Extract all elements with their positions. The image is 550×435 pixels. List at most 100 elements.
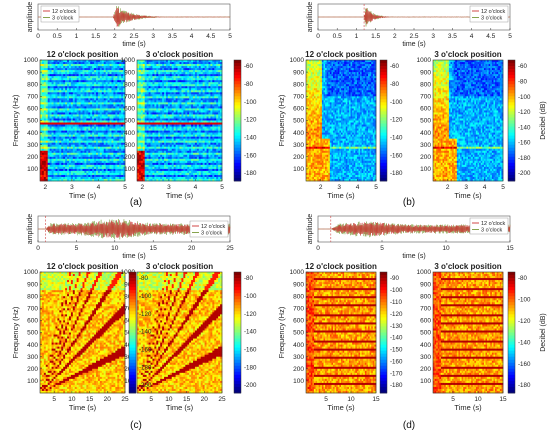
spectrogram-cell: [96, 92, 99, 95]
spectrogram-cell: [96, 96, 99, 99]
spectrogram-cell: [144, 66, 147, 69]
spectrogram-cell: [183, 126, 186, 129]
spectrogram-cell: [61, 174, 64, 178]
spectrogram-cell: [72, 86, 76, 89]
spectrogram-cell: [63, 76, 66, 79]
spectrogram-cell: [154, 108, 157, 111]
spectrogram-cell: [162, 122, 165, 125]
spectrogram-cell: [59, 92, 62, 95]
spectrogram-cell: [179, 146, 182, 150]
spectrogram-cell: [115, 108, 118, 111]
spectrogram-cell: [142, 102, 146, 105]
spectrogram-cell: [88, 122, 91, 125]
spectrogram-cell: [158, 136, 161, 139]
spectrogram-cell: [45, 136, 49, 139]
spectrogram-cell: [63, 168, 66, 172]
spectrogram-cell: [165, 102, 169, 105]
spectrogram-cell: [63, 108, 66, 111]
spectrogram-cell: [99, 104, 103, 107]
spectrogram-cell: [154, 130, 157, 133]
spectrogram-cell: [154, 156, 157, 160]
spectrogram-cell: [189, 60, 192, 63]
spectrogram-cell: [175, 140, 178, 143]
spectrogram-cell: [65, 134, 68, 137]
spectrogram-cell: [189, 72, 192, 75]
spectrogram-cell: [123, 134, 126, 137]
spectrogram-cell: [185, 98, 188, 101]
spectrogram-cell: [49, 82, 52, 85]
spectrogram-cell: [86, 164, 89, 168]
spectrogram-cell: [119, 152, 122, 156]
spectrogram-cell: [72, 66, 76, 69]
spectrogram-cell: [204, 168, 207, 172]
spectrogram-cell: [158, 74, 161, 77]
spectrogram-cell: [107, 108, 110, 111]
spectrogram-cell: [90, 170, 93, 174]
spectrogram-cell: [152, 128, 155, 131]
spectrogram-cell: [67, 68, 70, 71]
spectrogram-cell: [86, 62, 89, 65]
spectrogram-cell: [202, 94, 205, 97]
spectrogram-cell: [144, 168, 147, 172]
spectrogram-cell: [196, 164, 200, 168]
spectrogram-cell: [53, 86, 56, 89]
spectrogram-cell: [78, 108, 81, 111]
spectrogram-cell: [94, 96, 97, 99]
spectrogram-cell: [74, 102, 77, 105]
spectrogram-cell: [70, 66, 74, 69]
spectrogram-cell: [82, 116, 85, 119]
spectrogram-cell: [142, 144, 146, 148]
spectrogram-cell: [96, 128, 99, 131]
spectrogram-cell: [162, 86, 165, 89]
spectrogram-cell: [183, 84, 186, 87]
spectrogram-cell: [103, 68, 106, 71]
spectrogram-cell: [113, 172, 116, 176]
spectrogram-cell: [84, 70, 87, 73]
spectrogram-cell: [41, 114, 45, 117]
spectrogram-cell: [80, 122, 83, 125]
spectrogram-cell: [92, 128, 95, 131]
spectrogram-cell: [47, 164, 50, 168]
spectrogram-cell: [43, 150, 47, 154]
spectrogram-cell: [181, 168, 184, 172]
spectrogram-cell: [169, 136, 173, 139]
spectrogram-cell: [198, 146, 202, 150]
spectrogram-cell: [162, 118, 165, 121]
spectrogram-cell: [119, 140, 122, 143]
spectrogram-cell: [162, 160, 165, 164]
spectrogram-cell: [160, 92, 163, 95]
spectrogram-cell: [49, 62, 52, 65]
spectrogram-cell: [121, 118, 124, 121]
spectrogram-cell: [158, 174, 161, 178]
spectrogram-cell: [202, 132, 205, 135]
spectrogram-cell: [109, 80, 112, 83]
spectrogram-cell: [140, 128, 144, 131]
spectrogram-cell: [204, 92, 207, 95]
spectrogram-cell: [51, 138, 54, 141]
spectrogram-cell: [177, 76, 180, 79]
spectrogram-cell: [86, 70, 89, 73]
spectrogram-cell: [57, 162, 60, 166]
spectrogram-cell: [84, 176, 87, 180]
spectrogram-cell: [103, 90, 106, 93]
spectrogram-cell: [109, 138, 112, 141]
spectrogram-cell: [96, 156, 99, 160]
spectrogram-cell: [43, 104, 47, 107]
spectrogram-cell: [86, 174, 89, 178]
spectrogram-cell: [45, 172, 49, 176]
spectrogram-cell: [65, 146, 68, 150]
spectrogram-cell: [78, 150, 81, 154]
x-tick-label: 1: [75, 33, 79, 40]
spectrogram-cell: [65, 94, 68, 97]
spectrogram-cell: [173, 162, 176, 166]
spectrogram-cell: [121, 80, 124, 83]
spectrogram-cell: [96, 72, 99, 75]
spectrogram-cell: [88, 154, 91, 158]
spectrogram-cell: [94, 138, 97, 141]
spectrogram-cell: [123, 92, 126, 95]
spectrogram-cell: [154, 100, 157, 103]
spectrogram-cell: [196, 146, 200, 150]
spectrogram-cell: [204, 116, 207, 119]
spectrogram-cell: [198, 158, 202, 162]
spectrogram-cell: [196, 122, 200, 125]
